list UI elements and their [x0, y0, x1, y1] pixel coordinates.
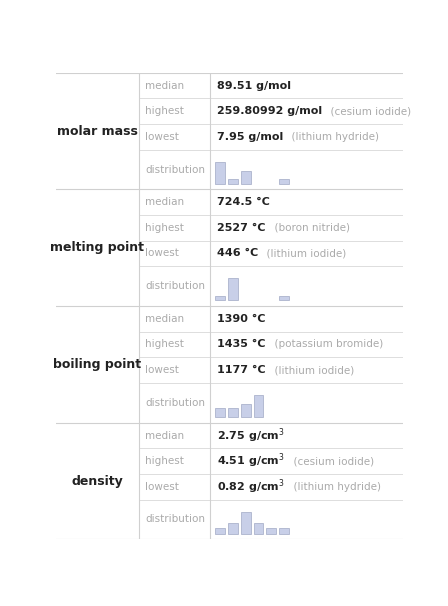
Text: (cesium iodide): (cesium iodide): [287, 456, 374, 466]
Text: highest: highest: [145, 106, 184, 116]
Text: melting point: melting point: [50, 241, 144, 254]
Text: (lithium iodide): (lithium iodide): [260, 248, 347, 259]
Bar: [279, 528, 289, 534]
Text: highest: highest: [145, 223, 184, 233]
Text: median: median: [145, 197, 184, 207]
Text: highest: highest: [145, 456, 184, 466]
Text: density: density: [71, 474, 123, 487]
Bar: [254, 395, 263, 417]
Text: molar mass: molar mass: [57, 125, 138, 138]
Text: (potassium bromide): (potassium bromide): [268, 339, 383, 350]
Text: 2.75 g/cm$^3$: 2.75 g/cm$^3$: [217, 426, 285, 445]
Text: 724.5 °C: 724.5 °C: [217, 197, 270, 207]
Text: 2527 °C: 2527 °C: [217, 223, 266, 233]
Bar: [279, 296, 289, 301]
Bar: [215, 162, 225, 184]
Bar: [228, 408, 238, 417]
Text: (boron nitride): (boron nitride): [268, 223, 350, 233]
Bar: [241, 170, 251, 184]
Text: 1177 °C: 1177 °C: [217, 365, 266, 375]
Text: distribution: distribution: [145, 514, 205, 524]
Text: median: median: [145, 430, 184, 441]
Text: (lithium hydride): (lithium hydride): [285, 132, 379, 142]
Bar: [215, 528, 225, 534]
Bar: [241, 511, 251, 534]
Text: 89.51 g/mol: 89.51 g/mol: [217, 81, 292, 90]
Text: 1390 °C: 1390 °C: [217, 314, 266, 324]
Bar: [254, 523, 263, 534]
Text: lowest: lowest: [145, 482, 179, 492]
Bar: [228, 278, 238, 301]
Text: 259.80992 g/mol: 259.80992 g/mol: [217, 106, 323, 116]
Text: 7.95 g/mol: 7.95 g/mol: [217, 132, 284, 142]
Text: distribution: distribution: [145, 281, 205, 291]
Text: 1435 °C: 1435 °C: [217, 339, 266, 350]
Bar: [279, 179, 289, 184]
Bar: [228, 179, 238, 184]
Text: median: median: [145, 81, 184, 90]
Text: 4.51 g/cm$^3$: 4.51 g/cm$^3$: [217, 452, 285, 470]
Text: lowest: lowest: [145, 248, 179, 259]
Text: (cesium iodide): (cesium iodide): [324, 106, 411, 116]
Text: lowest: lowest: [145, 132, 179, 142]
Text: highest: highest: [145, 339, 184, 350]
Text: 0.82 g/cm$^3$: 0.82 g/cm$^3$: [217, 478, 285, 496]
Text: distribution: distribution: [145, 164, 205, 175]
Text: distribution: distribution: [145, 398, 205, 408]
Text: boiling point: boiling point: [53, 358, 142, 371]
Text: 446 °C: 446 °C: [217, 248, 258, 259]
Text: (lithium hydride): (lithium hydride): [287, 482, 381, 492]
Text: median: median: [145, 314, 184, 324]
Text: (lithium iodide): (lithium iodide): [268, 365, 354, 375]
Bar: [266, 528, 276, 534]
Bar: [228, 523, 238, 534]
Bar: [241, 404, 251, 417]
Bar: [215, 296, 225, 301]
Text: lowest: lowest: [145, 365, 179, 375]
Bar: [215, 408, 225, 417]
